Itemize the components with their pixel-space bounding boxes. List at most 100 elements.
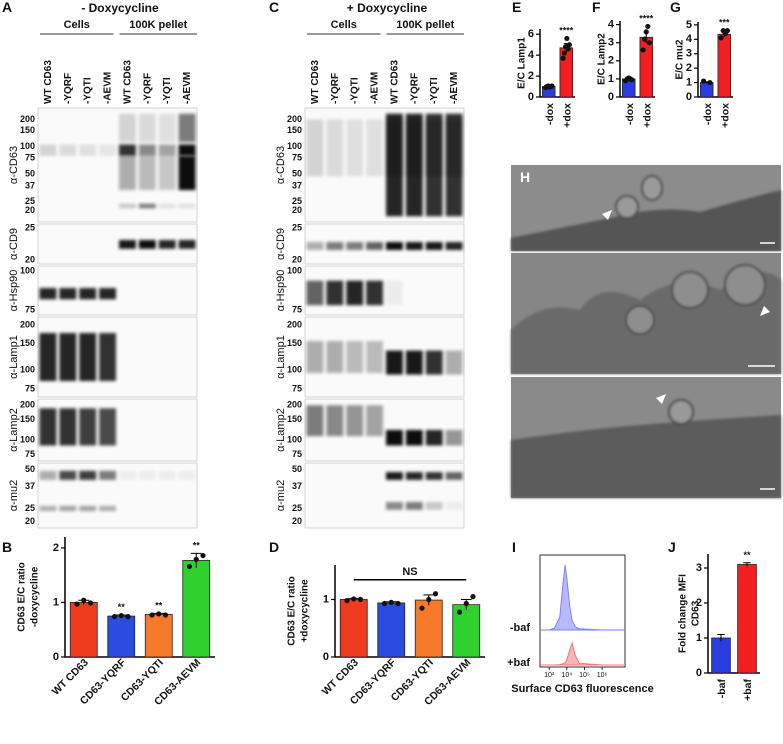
lane-label: -YQRF <box>63 73 74 104</box>
blot-band <box>178 155 196 191</box>
mw-marker: 200 <box>287 400 302 410</box>
blot-band <box>366 280 383 306</box>
mw-marker: 25 <box>292 222 302 232</box>
y-tick-label: 0 <box>53 651 59 663</box>
bar <box>182 560 211 658</box>
antibody-label: α-mu2 <box>8 480 20 511</box>
lane-label: -YQTI <box>350 77 361 104</box>
mw-marker: 100 <box>20 141 35 151</box>
blot-band <box>386 280 403 306</box>
mw-marker: 25 <box>25 196 35 206</box>
y-axis-label: CD63 E/C ratio <box>287 576 298 645</box>
panel-letter: B <box>2 539 12 555</box>
y-tick-label: 1 <box>696 632 702 644</box>
blot-band <box>59 408 77 446</box>
blot-band <box>99 288 116 300</box>
data-point <box>646 40 653 46</box>
data-point <box>419 605 425 611</box>
y-axis-label: E/C Lamp2 <box>597 33 608 85</box>
blot-band <box>138 113 156 143</box>
antibody-label: α-CD63 <box>8 146 20 184</box>
blot-band <box>119 240 136 249</box>
blot-band <box>119 155 136 191</box>
panel-letter: C <box>269 0 279 15</box>
data-point <box>645 23 651 30</box>
x-tick-label: +dox <box>561 103 573 128</box>
blot-band <box>326 280 344 306</box>
blot-band <box>386 113 403 217</box>
data-point <box>162 612 169 618</box>
blot-band <box>138 144 156 156</box>
blot-band <box>405 472 423 480</box>
mw-marker: 25 <box>25 222 35 232</box>
group-label: Cells <box>64 19 90 31</box>
blot <box>37 223 198 265</box>
blot-band <box>346 341 364 373</box>
mw-marker: 50 <box>25 169 35 179</box>
blot-band <box>386 242 403 250</box>
data-point <box>470 594 476 600</box>
histogram <box>549 641 603 666</box>
blot <box>37 462 198 529</box>
blot-band <box>59 288 77 300</box>
data-point <box>200 552 206 559</box>
y-tick-label: 4 <box>686 33 693 45</box>
mw-marker: 200 <box>20 400 35 410</box>
blot-band <box>39 333 57 381</box>
blot-band <box>39 505 57 512</box>
blot-band <box>425 472 443 480</box>
lane-label: -YQTI <box>429 77 440 104</box>
x-tick-label: 10⁶ <box>597 672 608 679</box>
mw-marker: 75 <box>25 153 35 163</box>
blot-band <box>425 502 443 510</box>
bar <box>69 602 98 658</box>
antibody-label: α-CD63 <box>275 146 287 184</box>
bar <box>339 599 368 658</box>
blot-band <box>405 242 423 250</box>
bar <box>414 599 443 658</box>
data-point <box>724 28 731 34</box>
blot-band <box>158 144 176 156</box>
bar <box>717 33 731 98</box>
blot-band <box>138 203 156 209</box>
blot-band <box>386 472 403 480</box>
antibody-label: α-Lamp1 <box>8 335 20 379</box>
mw-marker: 100 <box>287 435 302 445</box>
blot-band <box>366 341 383 373</box>
blot-band <box>326 341 344 373</box>
mw-marker: 75 <box>292 383 302 393</box>
panel-letter: J <box>668 539 676 555</box>
y-tick-label: 4 <box>608 19 615 31</box>
antibody-label: α-Lamp1 <box>275 335 287 379</box>
blot-band <box>386 350 403 375</box>
blot-band <box>445 113 463 217</box>
blot-band <box>158 155 176 191</box>
blot-band <box>158 113 176 143</box>
lane-label: -AEVM <box>449 72 460 104</box>
blot-band <box>425 350 443 375</box>
blot-band <box>138 155 156 191</box>
blot <box>37 398 198 462</box>
mw-marker: 200 <box>287 114 302 124</box>
panel-letter: D <box>269 539 279 555</box>
blot-band <box>99 505 116 512</box>
blot-band <box>346 280 364 306</box>
blot-band <box>366 242 383 250</box>
bar <box>452 604 481 658</box>
blot-band <box>138 240 156 249</box>
mw-marker: 75 <box>25 383 35 393</box>
blot-band <box>306 119 324 177</box>
significance: ** <box>118 602 126 612</box>
mw-marker: 200 <box>20 319 35 329</box>
y-tick-label: 3 <box>696 562 702 574</box>
antibody-label: α-CD9 <box>275 228 287 260</box>
data-point <box>125 614 131 620</box>
blot-band <box>346 242 364 250</box>
y-tick-label: 4 <box>528 49 535 61</box>
blot-band <box>59 144 77 156</box>
y-tick-label: 6 <box>528 28 534 40</box>
mw-marker: 100 <box>20 265 35 275</box>
blot-band <box>99 144 116 156</box>
blot-band <box>366 405 383 437</box>
data-point <box>193 556 199 562</box>
